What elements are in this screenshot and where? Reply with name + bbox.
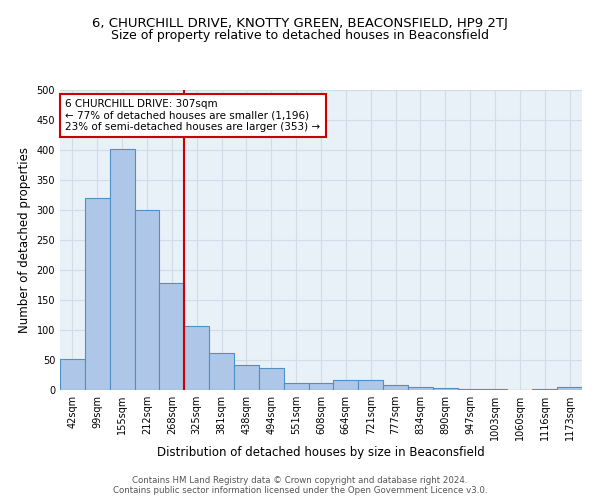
Bar — [433, 388, 458, 390]
Bar — [209, 353, 234, 390]
X-axis label: Distribution of detached houses by size in Beaconsfield: Distribution of detached houses by size … — [157, 446, 485, 459]
Bar — [383, 384, 408, 390]
Bar — [358, 380, 383, 390]
Bar — [60, 359, 85, 390]
Bar — [308, 383, 334, 390]
Y-axis label: Number of detached properties: Number of detached properties — [18, 147, 31, 333]
Bar — [184, 326, 209, 390]
Text: 6, CHURCHILL DRIVE, KNOTTY GREEN, BEACONSFIELD, HP9 2TJ: 6, CHURCHILL DRIVE, KNOTTY GREEN, BEACON… — [92, 18, 508, 30]
Bar — [408, 387, 433, 390]
Bar — [234, 365, 259, 390]
Bar — [557, 387, 582, 390]
Bar — [160, 283, 184, 390]
Bar — [259, 368, 284, 390]
Bar — [284, 383, 308, 390]
Text: Size of property relative to detached houses in Beaconsfield: Size of property relative to detached ho… — [111, 29, 489, 42]
Bar — [334, 380, 358, 390]
Text: 6 CHURCHILL DRIVE: 307sqm
← 77% of detached houses are smaller (1,196)
23% of se: 6 CHURCHILL DRIVE: 307sqm ← 77% of detac… — [65, 99, 320, 132]
Text: Contains HM Land Registry data © Crown copyright and database right 2024.
Contai: Contains HM Land Registry data © Crown c… — [113, 476, 487, 495]
Bar — [110, 149, 134, 390]
Bar — [134, 210, 160, 390]
Bar — [85, 198, 110, 390]
